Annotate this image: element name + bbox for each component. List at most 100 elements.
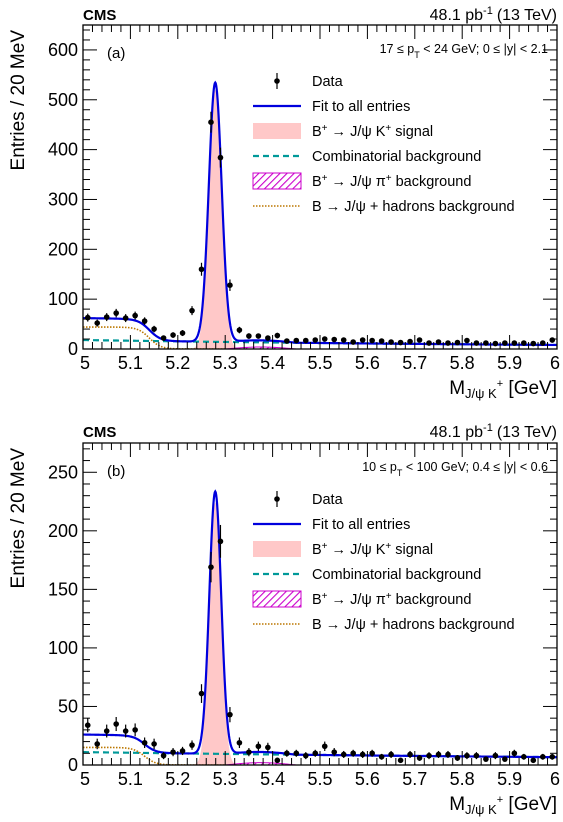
data-point bbox=[483, 340, 489, 346]
legend-entry-data: Data bbox=[274, 491, 344, 508]
data-marker bbox=[378, 754, 385, 760]
x-tick-label: 5.5 bbox=[307, 769, 332, 789]
data-point bbox=[217, 147, 224, 168]
data-point bbox=[454, 755, 461, 761]
data-marker bbox=[407, 751, 413, 758]
data-marker bbox=[530, 757, 537, 764]
legend-signal-label: B+ → J/ψ K+ signal bbox=[312, 123, 433, 141]
data-point bbox=[312, 749, 319, 757]
data-point bbox=[350, 749, 356, 757]
legend-signal-plus: + bbox=[322, 123, 328, 134]
x-axis-title: MJ/ψ K+ [GeV] bbox=[449, 794, 557, 817]
data-marker bbox=[312, 337, 319, 343]
data-marker bbox=[274, 332, 281, 339]
data-marker bbox=[255, 743, 262, 750]
data-point bbox=[511, 749, 518, 757]
data-marker bbox=[293, 337, 300, 344]
energy-value: (13 TeV) bbox=[497, 424, 557, 441]
data-marker bbox=[208, 564, 214, 570]
x-axis-title-main: M bbox=[449, 794, 465, 815]
legend-hadrons-label: B → J/ψ + hadrons background bbox=[312, 617, 515, 633]
data-point bbox=[464, 752, 470, 760]
data-marker bbox=[530, 340, 537, 347]
data-point bbox=[435, 339, 442, 345]
data-point bbox=[369, 337, 375, 344]
legend-signal-tail: signal bbox=[391, 542, 433, 558]
data-point bbox=[416, 337, 423, 343]
data-marker bbox=[246, 749, 252, 755]
data-point bbox=[511, 340, 518, 346]
data-marker bbox=[445, 751, 451, 758]
legend-entry-hadrons: B → J/ψ + hadrons background bbox=[253, 617, 515, 633]
data-point bbox=[407, 338, 413, 345]
data-point bbox=[103, 313, 110, 322]
experiment-label: CMS bbox=[83, 424, 116, 441]
data-marker bbox=[435, 751, 442, 758]
data-point bbox=[454, 339, 461, 346]
y-tick-label: 200 bbox=[48, 521, 78, 541]
legend-entry-combinatorial: Combinatorial background bbox=[253, 149, 481, 165]
data-point bbox=[122, 724, 129, 738]
data-point bbox=[113, 716, 119, 732]
data-point bbox=[151, 325, 157, 333]
data-marker bbox=[378, 338, 385, 344]
y-tick-label: 0 bbox=[68, 339, 78, 359]
data-marker bbox=[293, 750, 300, 757]
x-tick-label: 5.4 bbox=[260, 769, 285, 789]
data-marker bbox=[179, 748, 186, 754]
legend-entry-data: Data bbox=[274, 73, 344, 90]
data-marker bbox=[426, 340, 432, 346]
data-point bbox=[179, 746, 186, 756]
data-point bbox=[179, 330, 186, 337]
data-point bbox=[473, 340, 480, 346]
data-marker bbox=[464, 337, 470, 344]
data-marker bbox=[132, 727, 138, 733]
data-marker bbox=[492, 340, 499, 347]
x-tick-label: 5 bbox=[80, 769, 90, 789]
data-point bbox=[151, 738, 157, 750]
x-tick-label: 5.7 bbox=[402, 353, 427, 373]
legend-signal-decay: → J/ψ K bbox=[328, 542, 386, 558]
legend-pi-b: B bbox=[312, 592, 322, 608]
legend-pi-plus: + bbox=[322, 173, 328, 184]
legend-pi-label: B+ → J/ψ π+ background bbox=[312, 173, 471, 191]
data-point bbox=[160, 335, 167, 341]
data-point bbox=[445, 340, 451, 346]
x-axis-title-main: M bbox=[449, 378, 465, 399]
x-tick-label: 5.6 bbox=[355, 353, 380, 373]
legend-fit-label: Fit to all entries bbox=[312, 517, 410, 533]
legend-entry-signal: B+ → J/ψ K+ signal bbox=[253, 123, 433, 141]
data-marker bbox=[359, 337, 366, 343]
data-marker bbox=[359, 751, 366, 758]
y-tick-label: 150 bbox=[48, 579, 78, 599]
data-point bbox=[246, 333, 252, 339]
selection-sub: T bbox=[397, 468, 403, 478]
x-tick-label: 5 bbox=[80, 353, 90, 373]
data-point bbox=[331, 748, 338, 757]
panel-label: (b) bbox=[107, 463, 125, 480]
legend-signal-plus-k: + bbox=[385, 123, 391, 134]
legend-entry-pi-background: B+ → J/ψ π+ background bbox=[252, 172, 471, 191]
data-point bbox=[255, 333, 262, 339]
data-point bbox=[397, 339, 404, 346]
data-marker bbox=[340, 751, 347, 758]
x-tick-label: 5.9 bbox=[497, 353, 522, 373]
data-marker bbox=[94, 741, 101, 747]
data-point bbox=[321, 741, 328, 751]
data-point bbox=[445, 750, 451, 758]
data-point bbox=[492, 752, 499, 760]
data-point bbox=[132, 311, 138, 320]
data-marker bbox=[473, 340, 480, 346]
data-marker bbox=[464, 752, 470, 759]
x-tick-label: 6 bbox=[550, 353, 560, 373]
data-point bbox=[369, 749, 375, 757]
data-marker bbox=[198, 690, 205, 697]
legend-signal-decay: → J/ψ K bbox=[328, 124, 386, 140]
data-marker bbox=[445, 340, 451, 346]
selection-label: 10 ≤ pT < 100 GeV; 0.4 ≤ |y| < 0.6 bbox=[362, 460, 548, 478]
x-tick-label: 5.4 bbox=[260, 353, 285, 373]
data-point bbox=[122, 314, 129, 323]
data-marker bbox=[265, 335, 271, 341]
data-point bbox=[539, 340, 546, 346]
